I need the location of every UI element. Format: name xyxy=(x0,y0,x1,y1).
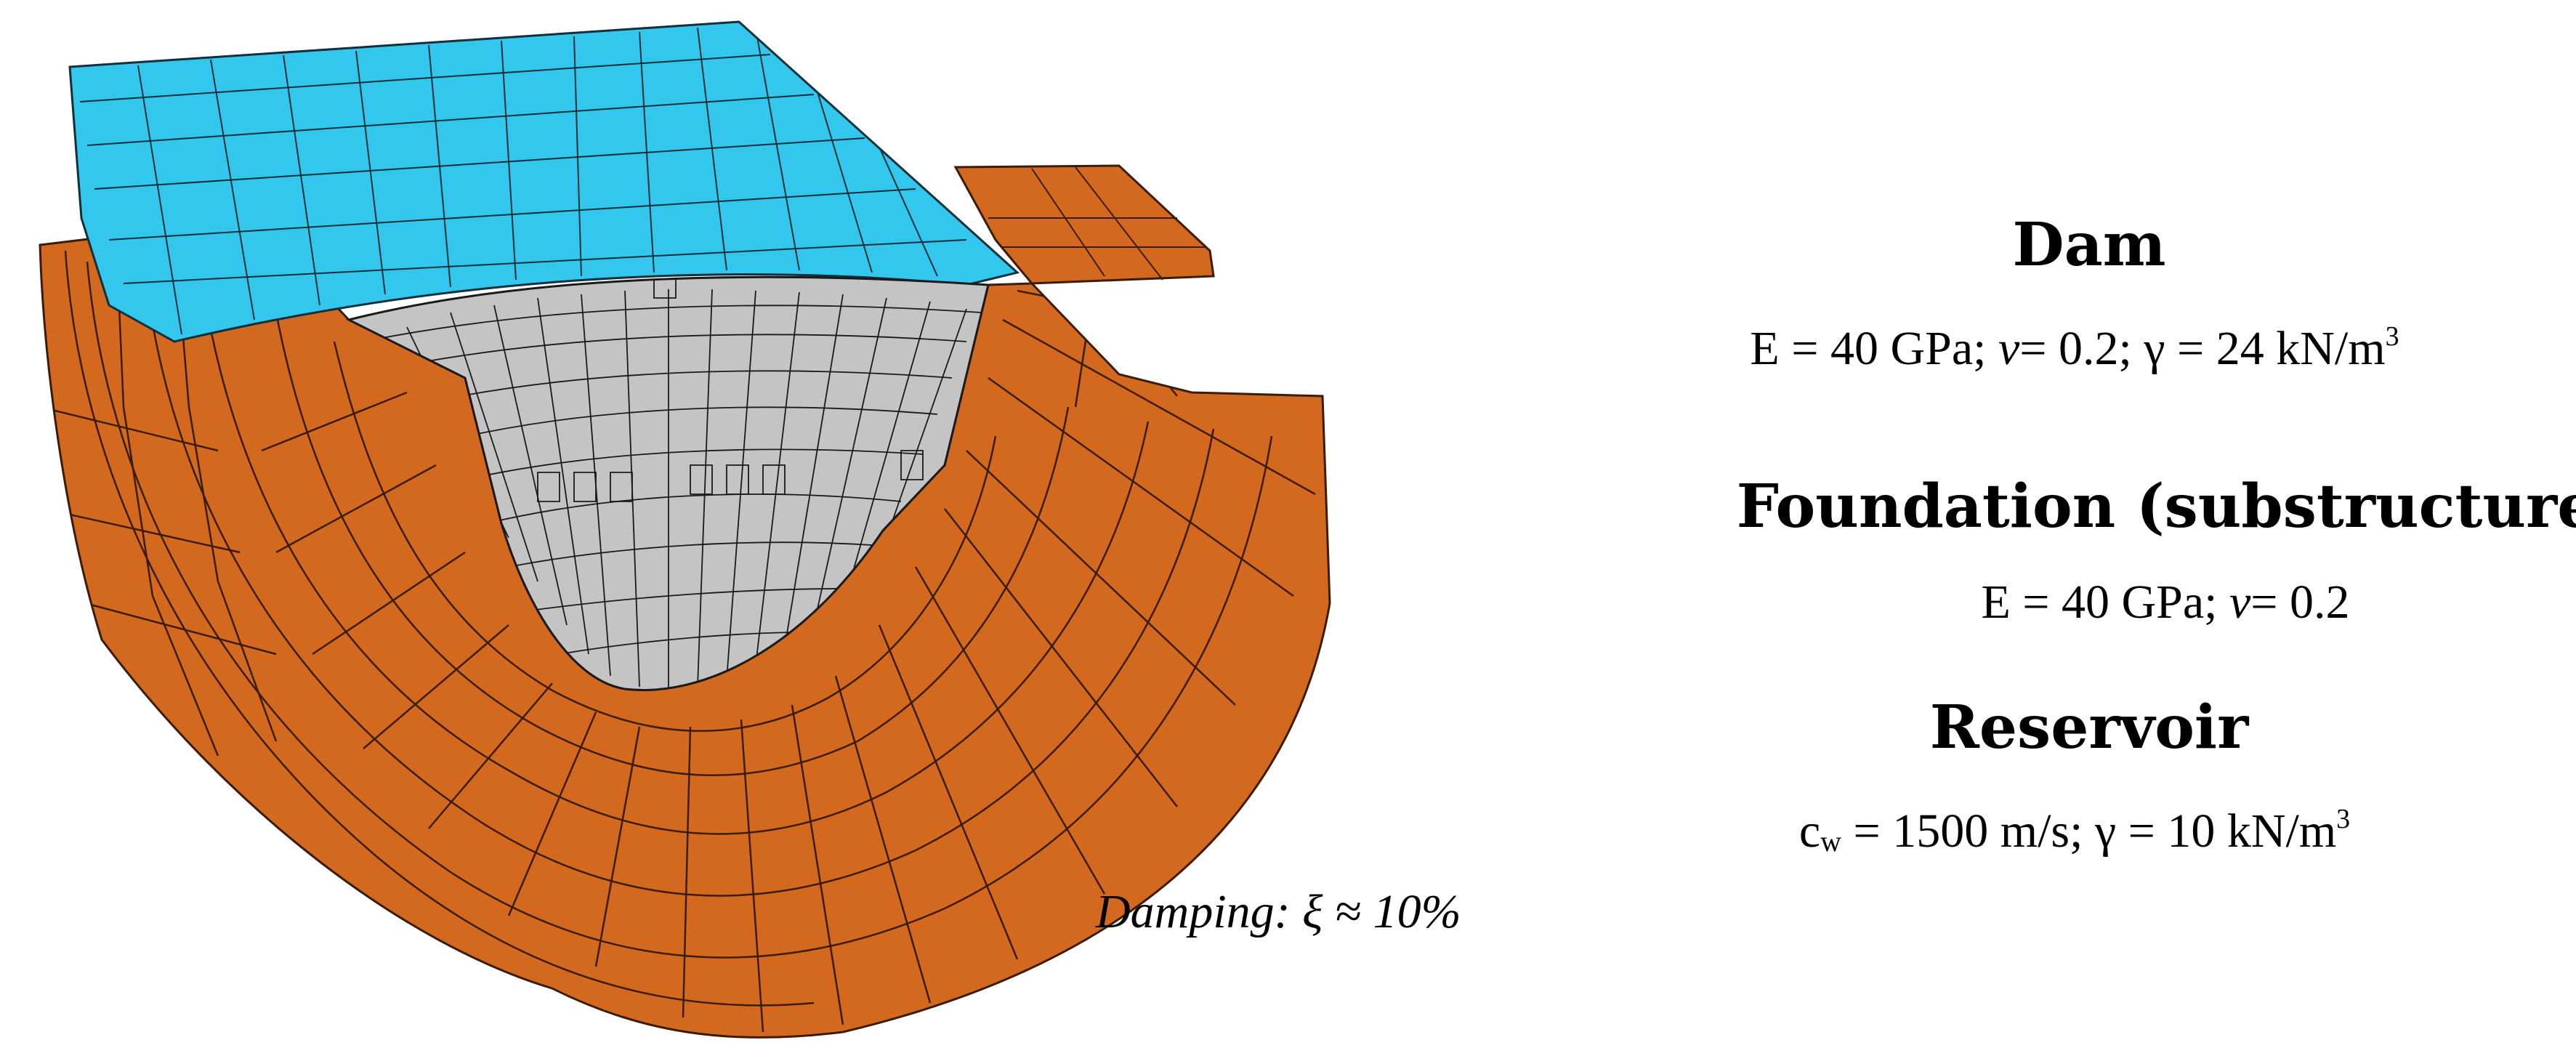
dam-unit-exponent: 3 xyxy=(2385,321,2399,352)
reservoir-unit-exponent: 3 xyxy=(2336,804,2351,834)
foundation-mesh xyxy=(39,220,1331,1039)
dam-poisson-value: = 0.2; xyxy=(2019,322,2132,375)
reservoir-unit-weight-value: = 10 kN/m xyxy=(2128,805,2337,858)
reservoir-properties: cw = 1500 m/s; γ = 10 kN/m3 xyxy=(1799,805,2350,856)
reservoir-wave-speed-subscript: w xyxy=(1820,825,1842,858)
dam-elastic-modulus: E = 40 GPa; xyxy=(1750,322,1987,375)
dam-unit-weight-symbol: γ xyxy=(2144,322,2165,375)
dam-heading: Dam xyxy=(2012,210,2166,280)
reservoir-unit-weight-symbol: γ xyxy=(2094,805,2117,858)
foundation-properties: E = 40 GPa; ν= 0.2 xyxy=(1981,579,2349,626)
reservoir-mesh xyxy=(345,275,990,691)
reservoir-heading: Reservoir xyxy=(1929,693,2249,762)
reservoir-wave-speed-value: = 1500 m/s; xyxy=(1853,805,2083,858)
foundation-poisson-symbol: ν xyxy=(2229,576,2251,629)
foundation-elastic-modulus: E = 40 GPa; xyxy=(1981,576,2218,629)
dam-poisson-symbol: ν xyxy=(1998,322,2020,375)
dam-unit-weight-value: = 24 kN/m xyxy=(2177,322,2386,375)
damping-label: Damping: ξ ≈ 10% xyxy=(1096,885,1461,938)
reservoir-wave-speed-symbol: c xyxy=(1798,805,1821,858)
dam-crest-mesh xyxy=(68,20,1020,343)
dam-properties: E = 40 GPa; ν= 0.2; γ = 24 kN/m3 xyxy=(1750,323,2399,373)
foundation-heading: Foundation (substructure) xyxy=(1736,472,2576,541)
right-abutment xyxy=(953,164,1215,285)
foundation-poisson-value: = 0.2 xyxy=(2250,576,2350,629)
